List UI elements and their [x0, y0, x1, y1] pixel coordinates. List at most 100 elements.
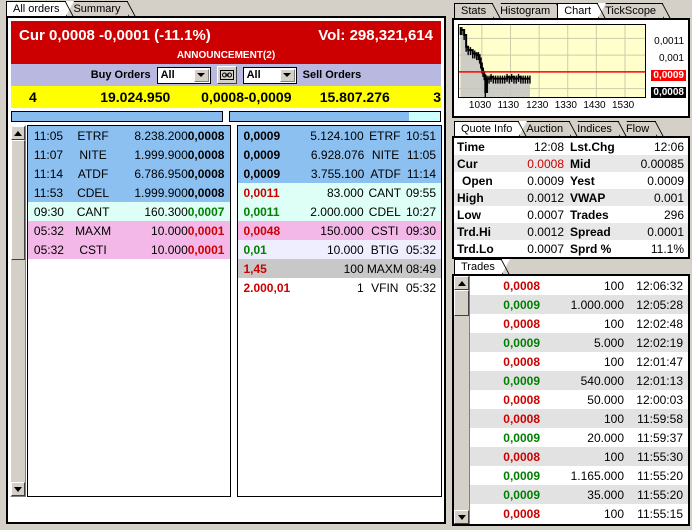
quote-info-row: Trd.Hi 0.0012 Spread 0.0001 — [454, 223, 688, 240]
tab-label: Summary — [73, 3, 121, 15]
tab-label: Auction — [526, 123, 564, 135]
buy-order-row[interactable]: 11:53 CDEL 1.999.900 0,0008 — [27, 183, 231, 202]
chart-panel: Stats Histogram Chart TickScope 0,0011 0,001… — [452, 2, 690, 118]
buy-order-row[interactable]: 05:32 MAXM 10.000 0,0001 — [27, 221, 231, 240]
tab-indices[interactable]: Indices — [570, 121, 627, 137]
trade-row[interactable]: 0,0009 540.000 12:01:13 — [470, 371, 688, 390]
order-size: 6.786.950 — [134, 166, 188, 181]
quote-label-right: Lst.Chg — [570, 139, 615, 154]
banner-volume: Vol: 298,321,614 — [318, 26, 433, 44]
chevron-down-icon[interactable] — [279, 68, 295, 82]
order-price: 2.000,01 — [243, 280, 291, 295]
trade-size: 5.000 — [593, 335, 624, 350]
trade-price: 0,0008 — [503, 506, 540, 521]
scroll-up-icon[interactable] — [11, 126, 25, 140]
trade-row[interactable]: 0,0009 20.000 11:59:37 — [470, 428, 688, 447]
scroll-down-icon[interactable] — [454, 510, 469, 524]
sell-order-row[interactable]: 0,0009 3.755.100 ATDF 11:14 — [238, 164, 441, 183]
trade-row[interactable]: 0,0008 50.000 12:00:03 — [470, 390, 688, 409]
order-size: 10.000 — [151, 242, 188, 257]
sell-order-row[interactable]: 0,0048 150.000 CSTI 09:30 — [238, 221, 441, 240]
quote-label-left: Cur — [457, 156, 478, 171]
trade-row[interactable]: 0,0009 1.000.000 12:05:28 — [470, 295, 688, 314]
buy-order-row[interactable]: 11:05 ETRF 8.238.200 0,0008 — [27, 126, 231, 145]
sell-orders-table[interactable]: 0,0009 5.124.100 ETRF 10:51 0,0009 6.928.076 N… — [237, 125, 442, 497]
chart-y-tick: 0,0008 — [651, 86, 686, 98]
trades-table[interactable]: 0,0008 100 12:06:32 0,0009 1.000.000 12:05:28… — [452, 274, 690, 526]
order-book-scrollbar[interactable] — [10, 125, 26, 497]
sell-order-row[interactable]: 0,01 10.000 BTIG 05:32 — [238, 240, 441, 259]
order-book-panel: Cur 0,0008 -0,0001 (-11.1%) Vol: 298,321… — [6, 16, 446, 524]
scrollbar-track[interactable] — [11, 260, 25, 482]
trade-price: 0,0008 — [503, 316, 540, 331]
sell-order-row[interactable]: 2.000,01 1 VFIN 05:32 — [238, 278, 441, 297]
chart-x-tick: 1530 — [611, 100, 635, 111]
trade-price: 0,0009 — [503, 297, 540, 312]
trade-row[interactable]: 0,0008 100 11:55:30 — [470, 447, 688, 466]
sell-depth-bar — [229, 111, 441, 122]
tab-label: Chart — [564, 5, 592, 17]
sell-order-row[interactable]: 1,45 100 MAXM 08:49 — [238, 259, 441, 278]
tab-edge — [485, 4, 502, 19]
tab-label: Flow — [625, 123, 650, 135]
sell-order-row[interactable]: 0,0009 5.124.100 ETRF 10:51 — [238, 126, 441, 145]
tab-all-orders[interactable]: All orders — [6, 1, 75, 17]
buy-order-row[interactable]: 11:14 ATDF 6.786.950 0,0008 — [27, 164, 231, 183]
price-chart[interactable]: 0,0011 0,001 0,0009 0,0008 1030 1130 1230 1330… — [452, 18, 690, 118]
scroll-up-icon[interactable] — [454, 276, 469, 290]
order-mpid: ETRF — [77, 128, 109, 143]
tab-stats[interactable]: Stats — [454, 3, 502, 19]
sell-order-row[interactable]: 0,0009 6.928.076 NITE 11:05 — [238, 145, 441, 164]
quote-info-row: High 0.0012 VWAP 0.001 — [454, 189, 688, 206]
scrollbar-track[interactable] — [454, 316, 469, 510]
trade-time: 12:02:48 — [636, 316, 683, 331]
quote-value-left: 0.0012 — [527, 224, 564, 239]
best-bid-price: 0,0008 — [201, 89, 244, 105]
buy-orders-table[interactable]: 11:05 ETRF 8.238.200 0,0008 11:07 NITE 1.999.9… — [26, 125, 232, 497]
tab-tickscope[interactable]: TickScope — [598, 3, 672, 19]
tab-label: TickScope — [605, 5, 657, 17]
order-mpid: NITE — [371, 147, 400, 162]
trade-time: 11:59:37 — [637, 430, 683, 445]
trade-row[interactable]: 0,0008 100 11:59:58 — [470, 409, 688, 428]
quote-label-right: Spread — [570, 224, 611, 239]
trade-price: 0,0009 — [503, 430, 540, 445]
chart-x-axis: 1030 1130 1230 1330 1430 1530 — [458, 100, 646, 114]
best-ask-size: 15.807.276 — [319, 89, 390, 105]
quote-info-row: Time 12:08 Lst.Chg 12:06 — [454, 138, 688, 155]
tab-histogram[interactable]: Histogram — [493, 3, 566, 19]
trade-row[interactable]: 0,0008 100 12:02:48 — [470, 314, 688, 333]
tab-edge — [493, 260, 510, 275]
trades-scrollbar[interactable] — [454, 276, 470, 524]
announcement-bar[interactable]: ANNOUNCEMENT(2) — [11, 49, 441, 64]
tab-trades[interactable]: Trades — [454, 259, 510, 275]
trade-row[interactable]: 0,0008 100 11:55:15 — [470, 504, 688, 523]
buy-orders-filter-select[interactable]: All — [156, 66, 211, 84]
tab-summary[interactable]: Summary — [66, 1, 136, 17]
sell-order-row[interactable]: 0,0011 2.000.000 CDEL 10:27 — [238, 202, 441, 221]
quote-value-left: 12:08 — [533, 139, 564, 154]
tab-auction[interactable]: Auction — [519, 121, 579, 137]
tab-chart[interactable]: Chart — [557, 3, 607, 19]
scrollbar-thumb[interactable] — [454, 290, 469, 316]
trade-row[interactable]: 0,0009 35.000 11:55:20 — [470, 485, 688, 504]
trade-row[interactable]: 0,0009 5.000 12:02:19 — [470, 333, 688, 352]
chevron-down-icon[interactable] — [193, 68, 209, 82]
buy-order-row[interactable]: 09:30 CANT 160.300 0,0007 — [27, 202, 231, 221]
order-time: 10:51 — [405, 128, 436, 143]
quote-label-left: Trd.Lo — [457, 241, 494, 256]
trade-row[interactable]: 0,0008 100 12:06:32 — [470, 276, 688, 295]
tab-quote-info[interactable]: Quote Info — [454, 121, 528, 137]
sell-order-row[interactable]: 0,0011 83.000 CANT 09:55 — [238, 183, 441, 202]
quote-label-left: Time — [457, 139, 485, 154]
trade-row[interactable]: 0,0009 1.165.000 11:55:20 — [470, 466, 688, 485]
link-chain-icon-button[interactable] — [216, 66, 237, 84]
scroll-down-icon[interactable] — [11, 482, 25, 496]
scrollbar-thumb[interactable] — [11, 140, 25, 260]
buy-order-row[interactable]: 05:32 CSTI 10.000 0,0001 — [27, 240, 231, 259]
trade-row[interactable]: 0,0008 100 12:01:47 — [470, 352, 688, 371]
trade-time: 12:00:03 — [636, 392, 683, 407]
buy-order-row[interactable]: 11:07 NITE 1.999.900 0,0008 — [27, 145, 231, 164]
sell-orders-filter-select[interactable]: All — [242, 66, 297, 84]
